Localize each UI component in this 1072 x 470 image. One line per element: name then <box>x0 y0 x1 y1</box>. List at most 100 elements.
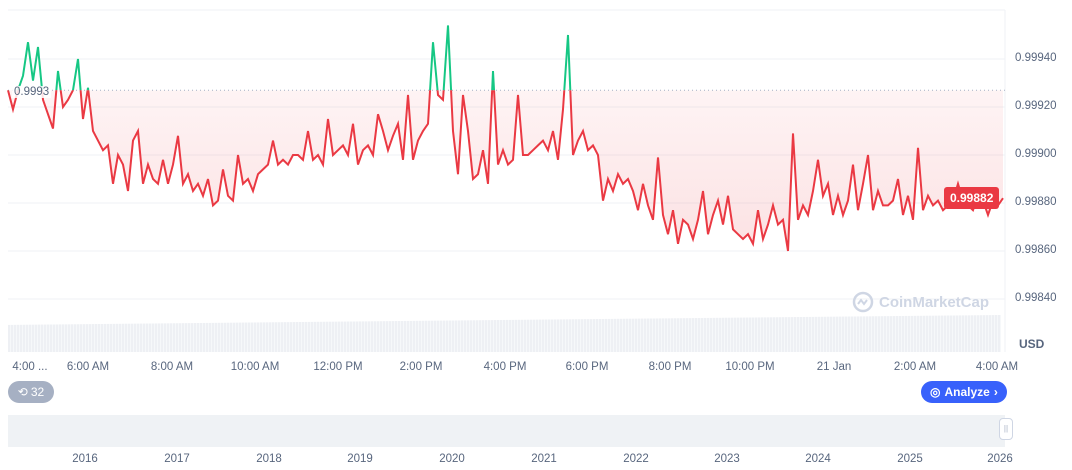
current-price-tag: 0.99882 <box>944 187 1000 209</box>
volume-bar <box>674 318 677 352</box>
volume-bar <box>95 324 98 352</box>
volume-bar <box>23 324 26 352</box>
volume-bar <box>302 321 305 352</box>
volume-bar <box>299 322 302 352</box>
volume-bar <box>518 319 521 352</box>
volume-bar <box>14 324 17 352</box>
volume-bar <box>662 318 665 352</box>
volume-bar <box>272 322 275 352</box>
volume-bar <box>365 321 368 352</box>
baseline-label: 0.9993 <box>12 86 52 98</box>
y-tick-label: 0.99920 <box>1015 100 1057 112</box>
volume-bar <box>53 324 56 352</box>
volume-bar <box>728 317 731 352</box>
volume-bar <box>440 320 443 352</box>
volume-bar <box>380 321 383 352</box>
volume-bar <box>734 317 737 352</box>
volume-bar <box>551 319 554 352</box>
volume-bar <box>995 315 998 352</box>
volume-bar <box>647 318 650 352</box>
volume-bar <box>215 322 218 352</box>
volume-bar <box>143 323 146 352</box>
volume-bar <box>935 315 938 352</box>
volume-bar <box>251 322 254 352</box>
volume-bar <box>818 316 821 352</box>
volume-bar <box>599 319 602 352</box>
volume-bar <box>41 324 44 352</box>
navigator-year-label: 2020 <box>439 453 465 465</box>
volume-bar <box>26 324 29 352</box>
volume-bar <box>656 318 659 352</box>
volume-bar <box>836 316 839 352</box>
volume-bar <box>65 324 68 352</box>
volume-bar <box>665 318 668 352</box>
volume-bar <box>89 324 92 352</box>
volume-bar <box>191 323 194 352</box>
volume-bar <box>248 322 251 352</box>
volume-bar <box>596 319 599 352</box>
range-navigator[interactable] <box>8 415 1005 447</box>
volume-bar <box>92 324 95 352</box>
volume-bar <box>269 322 272 352</box>
volume-bar <box>257 322 260 352</box>
volume-bar <box>590 319 593 352</box>
volume-bar <box>452 320 455 352</box>
volume-bar <box>794 317 797 352</box>
volume-bar <box>626 318 629 352</box>
volume-bar <box>977 315 980 352</box>
x-tick-label: 10:00 AM <box>230 361 280 373</box>
volume-bar <box>389 321 392 352</box>
volume-bar <box>617 318 620 352</box>
volume-bar <box>872 316 875 352</box>
volume-bar <box>431 320 434 352</box>
volume-bar <box>77 324 80 352</box>
volume-bar <box>746 317 749 352</box>
volume-bar <box>986 315 989 352</box>
navigator-handle[interactable]: || <box>999 418 1013 440</box>
volume-bar <box>116 323 119 352</box>
volume-bar <box>767 317 770 352</box>
volume-bar <box>422 320 425 352</box>
volume-bar <box>980 315 983 352</box>
volume-bar <box>998 315 1001 352</box>
volume-bar <box>305 321 308 352</box>
navigator-year-label: 2025 <box>897 453 923 465</box>
analyze-button[interactable]: ◎ Analyze › <box>921 381 1007 403</box>
volume-bar <box>362 321 365 352</box>
volume-bar <box>320 321 323 352</box>
volume-bar <box>416 320 419 352</box>
volume-bar <box>50 324 53 352</box>
volume-bar <box>239 322 242 352</box>
volume-bar <box>410 320 413 352</box>
volume-bar <box>869 316 872 352</box>
volume-bar <box>800 317 803 352</box>
volume-bar <box>281 322 284 352</box>
volume-bar <box>29 324 32 352</box>
navigator-year-label: 2026 <box>987 453 1013 465</box>
volume-bar <box>689 318 692 352</box>
volume-bar <box>401 320 404 352</box>
volume-bar <box>119 323 122 352</box>
navigator-year-label: 2022 <box>623 453 649 465</box>
volume-bar <box>254 322 257 352</box>
y-tick-label: 0.99940 <box>1015 52 1057 64</box>
history-count: 32 <box>30 385 45 399</box>
volume-bar <box>104 323 107 352</box>
volume-bar <box>176 323 179 352</box>
volume-bar <box>563 319 566 352</box>
volume-bar <box>671 318 674 352</box>
volume-bar <box>992 315 995 352</box>
x-tick-label: 4:00 ... <box>12 361 48 373</box>
volume-bar <box>194 323 197 352</box>
currency-label: USD <box>1019 337 1045 351</box>
volume-bar <box>908 315 911 352</box>
volume-bar <box>923 315 926 352</box>
history-button[interactable]: ⟲ 32 <box>8 381 54 403</box>
navigator-year-label: 2023 <box>714 453 740 465</box>
x-tick-label: 6:00 PM <box>565 361 609 373</box>
volume-bar <box>695 318 698 352</box>
volume-bar <box>113 323 116 352</box>
volume-bar <box>341 321 344 352</box>
volume-bar <box>962 315 965 352</box>
volume-bar <box>122 323 125 352</box>
